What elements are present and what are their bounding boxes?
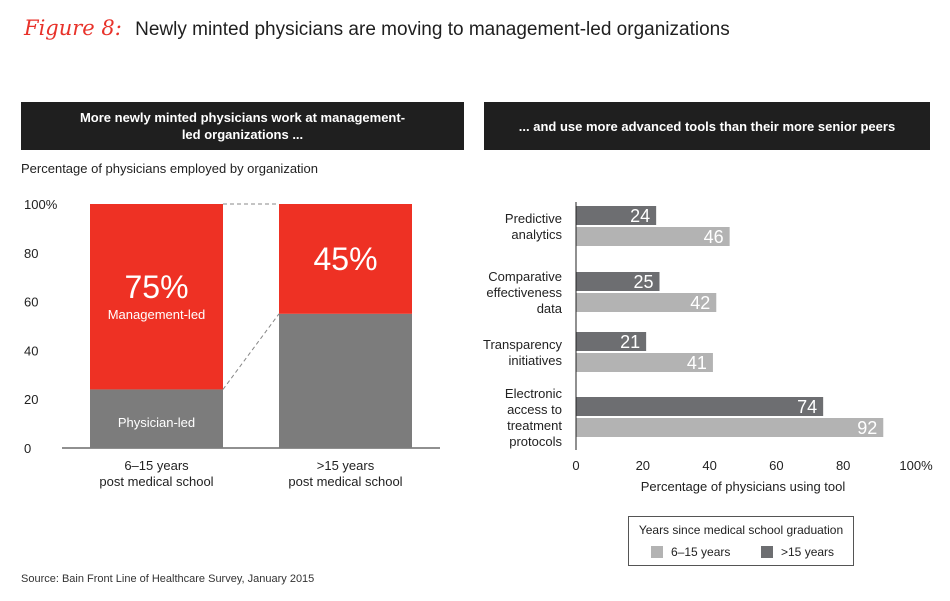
y-category-label: treatment bbox=[507, 418, 562, 433]
x-tick-label: 60 bbox=[769, 458, 783, 473]
right-panel-header-text: ... and use more advanced tools than the… bbox=[518, 118, 896, 134]
y-tick-label: 40 bbox=[24, 343, 38, 358]
bar-senior-2 bbox=[576, 332, 647, 351]
y-category-label: Predictive bbox=[505, 211, 562, 226]
x-category-label: 6–15 years bbox=[124, 458, 189, 473]
figure-title: Figure 8: Newly minted physicians are mo… bbox=[24, 16, 730, 41]
y-tick-label: 80 bbox=[24, 246, 38, 261]
legend-item-6-15: 6–15 years bbox=[651, 545, 730, 559]
data-label-management-led-pct: 75% bbox=[124, 269, 188, 305]
legend-label-6-15: 6–15 years bbox=[671, 545, 731, 559]
source-note: Source: Bain Front Line of Healthcare Su… bbox=[21, 573, 315, 585]
bar-value-label: 24 bbox=[630, 206, 650, 226]
bar-value-label: 74 bbox=[797, 397, 817, 417]
y-category-label: Comparative bbox=[488, 269, 562, 284]
chart-legend: Years since medical school graduation 6–… bbox=[628, 516, 854, 566]
data-label-management-led-pct-2: 45% bbox=[313, 241, 377, 277]
figure-label: Figure 8: bbox=[24, 16, 122, 40]
right-panel-header: ... and use more advanced tools than the… bbox=[484, 102, 930, 150]
y-category-label: initiatives bbox=[509, 353, 563, 368]
x-category-label: >15 years bbox=[317, 458, 375, 473]
x-tick-label: 80 bbox=[836, 458, 850, 473]
figure-title-text: Newly minted physicians are moving to ma… bbox=[135, 19, 730, 40]
left-chart-subtitle: Percentage of physicians employed by org… bbox=[21, 161, 319, 176]
legend-label-15-plus: >15 years bbox=[781, 545, 835, 559]
bar-new-3 bbox=[576, 418, 884, 437]
y-tick-label: 0 bbox=[24, 441, 31, 456]
bar-senior-3 bbox=[576, 397, 824, 416]
bar-segment-physician-led bbox=[279, 313, 412, 448]
data-label-management-led: Management-led bbox=[108, 307, 206, 322]
bar-segment-physician-led bbox=[90, 389, 223, 448]
y-tick-label: 60 bbox=[24, 295, 38, 310]
left-panel-header: More newly minted physicians work at man… bbox=[21, 102, 464, 150]
bar-senior-1 bbox=[576, 272, 660, 291]
y-category-label: Electronic bbox=[505, 386, 563, 401]
bar-segment-management-led bbox=[90, 204, 223, 390]
y-tick-label: 20 bbox=[24, 392, 38, 407]
x-axis-title: Percentage of physicians using tool bbox=[641, 479, 846, 494]
y-category-label: access to bbox=[507, 402, 562, 417]
y-category-label: data bbox=[537, 301, 563, 316]
y-category-label: Transparency bbox=[483, 337, 562, 352]
bar-value-label: 92 bbox=[857, 418, 877, 438]
bar-value-label: 41 bbox=[687, 353, 707, 373]
data-label-physician-led: Physician-led bbox=[118, 415, 195, 430]
bar-value-label: 46 bbox=[704, 227, 724, 247]
y-category-label: protocols bbox=[509, 434, 562, 449]
legend-swatch-light bbox=[651, 546, 663, 558]
bar-value-label: 21 bbox=[620, 332, 640, 352]
legend-title: Years since medical school graduation bbox=[638, 523, 844, 537]
legend-swatch-dark bbox=[761, 546, 773, 558]
legend-item-15-plus: >15 years bbox=[761, 545, 834, 559]
y-tick-label: 100% bbox=[24, 197, 58, 212]
x-tick-label: 100% bbox=[899, 458, 933, 473]
bar-new-1 bbox=[576, 293, 717, 312]
left-panel-header-text: More newly minted physicians work at man… bbox=[79, 110, 406, 142]
bar-new-0 bbox=[576, 227, 730, 246]
connector-line-split bbox=[222, 313, 280, 390]
x-category-label: post medical school bbox=[99, 474, 213, 489]
bar-senior-0 bbox=[576, 206, 657, 225]
x-tick-label: 40 bbox=[702, 458, 716, 473]
bar-value-label: 25 bbox=[633, 272, 653, 292]
x-category-label: post medical school bbox=[288, 474, 402, 489]
bar-segment-management-led bbox=[279, 204, 412, 314]
y-category-label: analytics bbox=[511, 227, 562, 242]
bar-value-label: 42 bbox=[690, 293, 710, 313]
y-category-label: effectiveness bbox=[486, 285, 562, 300]
bar-new-2 bbox=[576, 353, 713, 372]
x-tick-label: 0 bbox=[572, 458, 579, 473]
x-tick-label: 20 bbox=[636, 458, 650, 473]
